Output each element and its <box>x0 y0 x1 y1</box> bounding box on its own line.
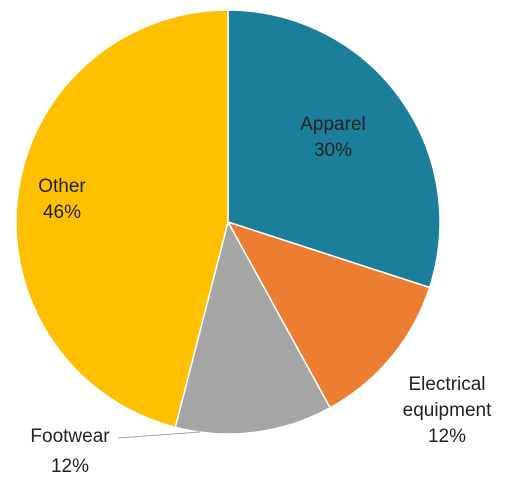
value-label: 46% <box>42 202 82 223</box>
pie-slice <box>15 9 229 429</box>
leader-line <box>117 431 201 439</box>
category-name: Apparel <box>300 114 366 135</box>
value-label: 12% <box>50 456 90 477</box>
slice-label: Apparel 30% <box>273 112 393 164</box>
category-name: Other <box>38 176 86 197</box>
value-label: 12% <box>427 426 467 447</box>
category-name: Electrical equipment <box>402 374 492 421</box>
slice-label: Other 46% <box>12 174 112 226</box>
pie-slice <box>226 220 431 409</box>
slice-label: Footwear 12% <box>10 424 130 480</box>
pie-slice <box>227 9 441 289</box>
category-name: Footwear <box>30 426 110 447</box>
pie-slice <box>174 219 332 435</box>
value-label: 30% <box>313 140 353 161</box>
slice-label: Electrical equipment 12% <box>392 372 502 450</box>
